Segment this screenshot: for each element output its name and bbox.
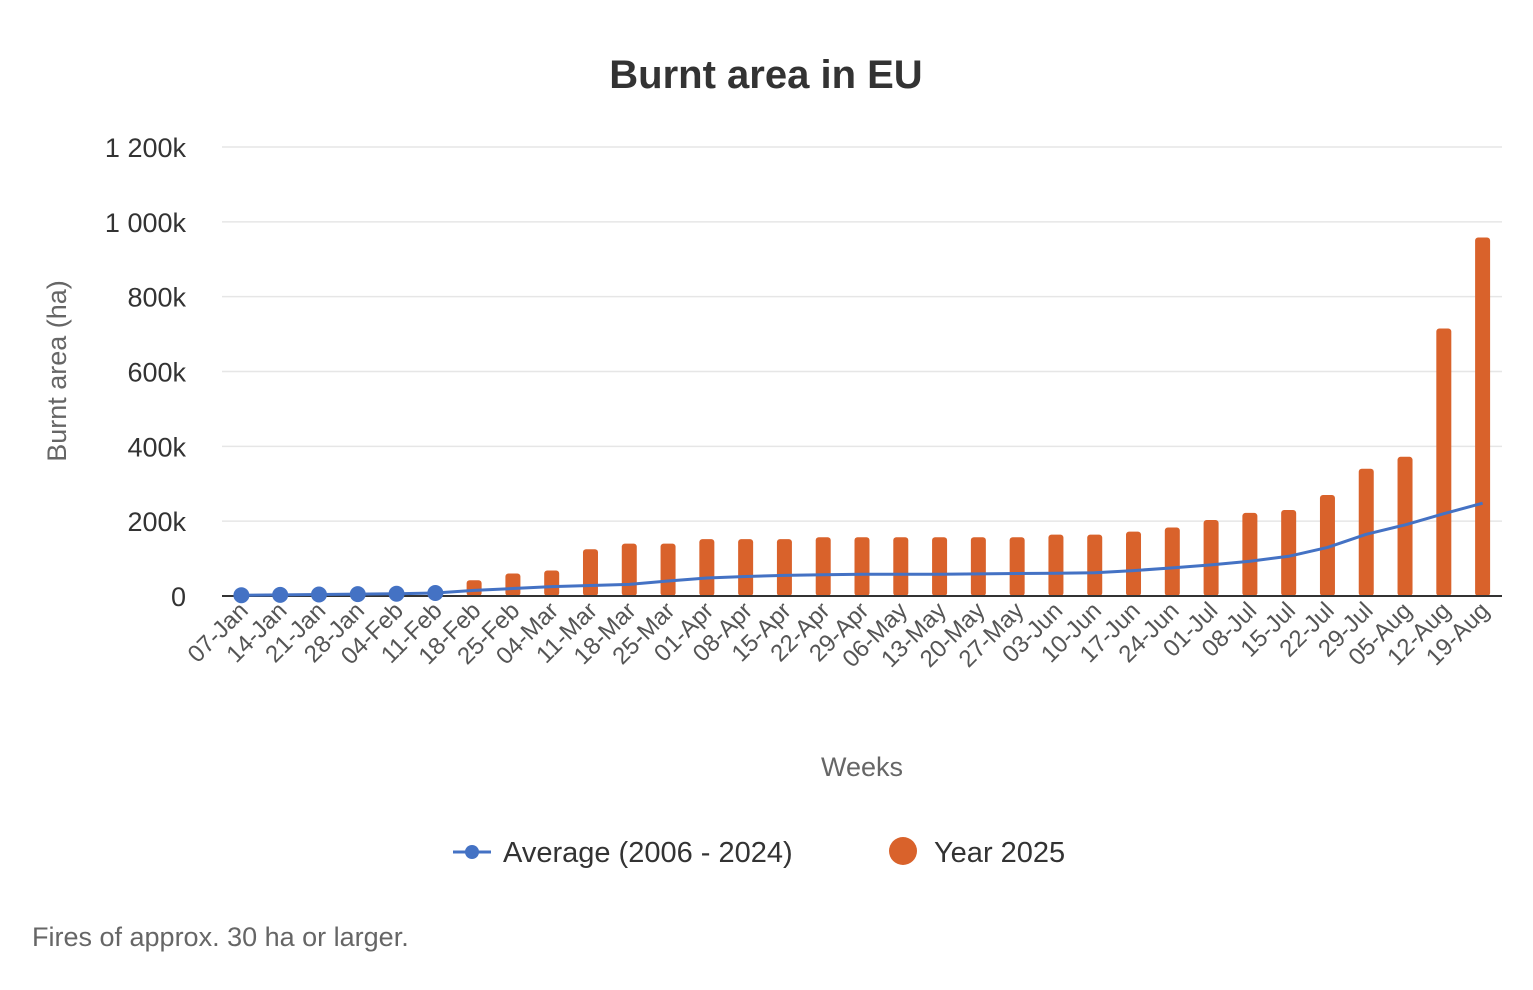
bar[interactable] [660,543,676,596]
bar[interactable] [505,573,521,596]
legend-average-label[interactable]: Average (2006 - 2024) [503,837,793,869]
bar[interactable] [1048,534,1064,596]
bar[interactable] [738,539,754,596]
average-line-series [233,501,1483,604]
grid [222,146,1502,522]
y-tick-label: 400k [127,432,186,462]
bar[interactable] [699,539,715,596]
line-point[interactable] [310,586,327,603]
bar[interactable] [621,543,637,596]
y-tick-label: 200k [127,507,186,537]
legend: Average (2006 - 2024) Year 2025 [453,837,1065,869]
y-tick-label: 600k [127,358,186,388]
bar[interactable] [1242,512,1258,596]
y-tick-label: 800k [127,283,186,313]
footnote: Fires of approx. 30 ha or larger. [32,922,409,952]
line-point[interactable] [272,586,289,603]
bar[interactable] [932,537,948,596]
bar[interactable] [893,537,909,596]
bar[interactable] [1436,328,1452,596]
bars [272,237,1491,596]
legend-year-2025-label[interactable]: Year 2025 [934,837,1065,869]
x-axis-ticks: 07-Jan14-Jan21-Jan28-Jan04-Feb11-Feb18-F… [183,597,1495,673]
bar[interactable] [1087,534,1103,596]
y-tick-label: 1 200k [105,133,187,163]
chart-title: Burnt area in EU [609,53,922,97]
line-point[interactable] [233,587,250,604]
bar[interactable] [1475,237,1491,596]
y-tick-label: 0 [171,582,186,612]
bar[interactable] [970,537,986,596]
average-line [241,501,1483,597]
line-point[interactable] [427,585,444,602]
y-tick-label: 1 000k [105,208,187,238]
bar[interactable] [776,539,792,596]
bar[interactable] [1126,531,1142,596]
bar[interactable] [1164,527,1180,596]
bar[interactable] [1319,494,1335,596]
bar[interactable] [1358,468,1374,596]
x-axis-label: Weeks [821,752,903,782]
bar[interactable] [544,570,560,596]
legend-average-dot-icon [465,845,479,859]
line-point[interactable] [349,586,366,603]
bar[interactable] [854,537,870,596]
y-axis-label: Burnt area (ha) [42,280,72,462]
line-point[interactable] [388,585,405,602]
legend-year-2025-icon [889,837,917,865]
bar[interactable] [1009,537,1025,596]
bar[interactable] [1203,520,1219,596]
bar[interactable] [815,537,831,596]
bar[interactable] [582,549,598,596]
bar[interactable] [466,580,482,596]
y-axis-ticks: 0 200k 400k 600k 800k 1 000k 1 200k [105,133,187,612]
bar[interactable] [1281,509,1297,596]
